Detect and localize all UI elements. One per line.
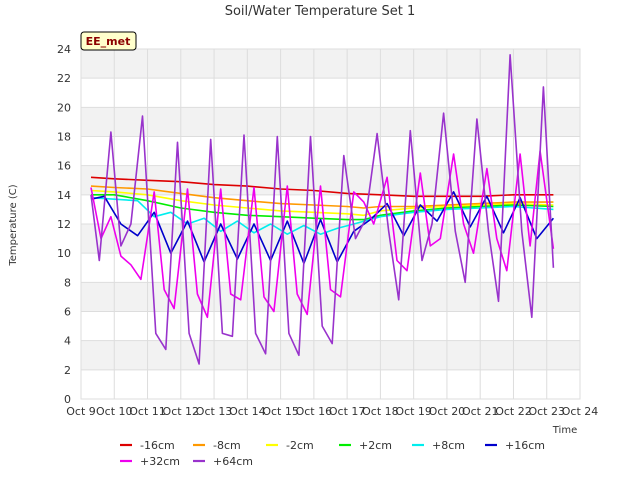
plot-band bbox=[81, 369, 580, 399]
station-badge: EE_met bbox=[80, 31, 137, 51]
x-tick-label: Oct 10 bbox=[96, 405, 133, 418]
station-badge-label: EE_met bbox=[86, 35, 131, 48]
plot-grid bbox=[80, 48, 581, 400]
plot-frame bbox=[80, 48, 581, 400]
y-tick-label: 8 bbox=[64, 276, 71, 289]
legend-label: -16cm bbox=[140, 439, 175, 452]
x-tick-label: Oct 16 bbox=[296, 405, 333, 418]
x-tick-label: Oct 9 bbox=[66, 405, 96, 418]
x-tick-label: Oct 13 bbox=[196, 405, 233, 418]
x-tick-label: Oct 24 bbox=[562, 405, 599, 418]
x-tick-label: Oct 23 bbox=[528, 405, 565, 418]
y-tick-label: 16 bbox=[57, 160, 71, 173]
y-tick-label: 10 bbox=[57, 247, 71, 260]
plot-band bbox=[81, 311, 580, 341]
plot-band bbox=[81, 78, 580, 108]
y-tick-label: 18 bbox=[57, 131, 71, 144]
x-tick-label: Oct 14 bbox=[229, 405, 266, 418]
x-tick-label: Oct 12 bbox=[163, 405, 200, 418]
x-tick-label: Oct 20 bbox=[429, 405, 466, 418]
x-tick-label: Oct 18 bbox=[362, 405, 399, 418]
x-tick-label: Oct 19 bbox=[395, 405, 432, 418]
y-tick-label: 4 bbox=[64, 335, 71, 348]
y-tick-label: 2 bbox=[64, 364, 71, 377]
legend-label: -2cm bbox=[286, 439, 314, 452]
series-line-3 bbox=[91, 194, 554, 221]
y-axis-label: Temperature (C) bbox=[8, 184, 19, 266]
plot-band bbox=[81, 340, 580, 370]
y-tick-label: 12 bbox=[57, 218, 71, 231]
legend-label: -8cm bbox=[213, 439, 241, 452]
chart-title: Soil/Water Temperature Set 1 bbox=[225, 4, 416, 19]
plot-band bbox=[81, 107, 580, 137]
series-line-6 bbox=[90, 150, 555, 319]
y-tick-label: 6 bbox=[64, 306, 71, 319]
y-tick-label: 20 bbox=[57, 101, 71, 114]
x-tick-label: Oct 15 bbox=[262, 405, 299, 418]
y-tick-label: 14 bbox=[57, 189, 71, 202]
x-tick-label: Oct 17 bbox=[329, 405, 366, 418]
y-tick-label: 22 bbox=[57, 72, 71, 85]
series-line-1 bbox=[90, 185, 554, 209]
legend-label: +8cm bbox=[432, 439, 465, 452]
x-tick-label: Oct 11 bbox=[129, 405, 166, 418]
x-tick-label: Oct 22 bbox=[495, 405, 532, 418]
legend-label: +16cm bbox=[505, 439, 545, 452]
legend-label: +32cm bbox=[140, 455, 180, 468]
y-tick-label: 0 bbox=[64, 393, 71, 406]
x-axis-label: Time bbox=[552, 425, 577, 436]
legend: -16cm -8cm -2cm +2cm +8cm +16cm +32cm +64cm bbox=[120, 439, 545, 468]
series-line-2 bbox=[90, 189, 554, 217]
series-lines bbox=[90, 53, 555, 365]
legend-label: +2cm bbox=[359, 439, 392, 452]
plot-band bbox=[81, 136, 580, 166]
plot-band bbox=[81, 253, 580, 283]
y-tick-label: 24 bbox=[57, 43, 71, 56]
legend-label: +64cm bbox=[213, 455, 253, 468]
series-line-7 bbox=[90, 53, 555, 365]
series-line-5 bbox=[90, 191, 555, 265]
x-tick-label: Oct 21 bbox=[462, 405, 499, 418]
series-line-4 bbox=[90, 196, 554, 235]
station-badge-box bbox=[80, 31, 137, 51]
plot-band bbox=[81, 49, 580, 79]
